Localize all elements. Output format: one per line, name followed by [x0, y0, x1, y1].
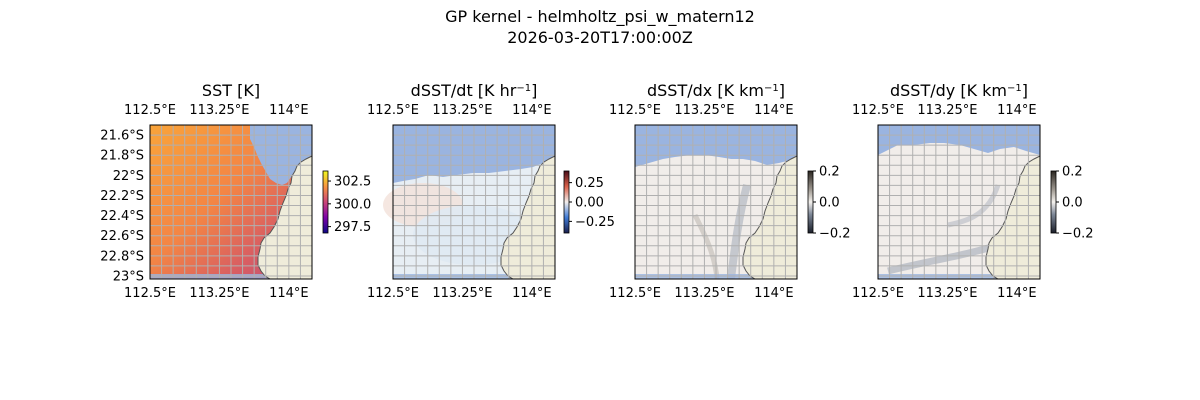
panel-dsst-dx: dSST/dx [K km−1] 112.5°E 113.25°E 114°E 11…	[609, 81, 851, 301]
x-tick-label-bottom: 113.25°E	[189, 286, 249, 301]
panel-title: dSST/dy [K km−1]	[890, 81, 1028, 100]
y-tick-label: 22.4°S	[100, 209, 144, 224]
x-tick-label-bottom: 114°E	[512, 286, 552, 301]
x-tick-label-top: 113.25°E	[674, 103, 734, 118]
panel-dsst-dy: dSST/dy [K km−1] 112.5°E 113.25°E 114°E 11…	[852, 81, 1094, 301]
y-tick-label: 23°S	[113, 269, 144, 284]
colorbar-tick-label: 0.25	[575, 176, 604, 191]
colorbar-tick-label: 0.2	[819, 165, 840, 180]
x-tick-label-top: 112.5°E	[609, 103, 661, 118]
x-tick-label-bottom: 114°E	[997, 286, 1037, 301]
colorbar-tick-label: 302.5	[334, 175, 371, 190]
x-tick-label-bottom: 112.5°E	[609, 286, 661, 301]
x-tick-label-top: 114°E	[512, 103, 552, 118]
x-tick-label-bottom: 112.5°E	[124, 286, 176, 301]
figure-subtitle: 2026-03-20T17:00:00Z	[507, 28, 693, 47]
colorbar-gradient	[563, 170, 570, 234]
panel-title: dSST/dt [K hr−1]	[411, 81, 538, 100]
gradient-front	[727, 183, 751, 280]
y-tick-label: 22.6°S	[100, 229, 144, 244]
colorbar-tick-label: 297.5	[334, 220, 371, 235]
colorbar-dsst-dt: 0.25 0.00 −0.25	[563, 170, 615, 234]
panel-sst: SST [K] 112.5°E 113.25°E 114°E 112.5°E 113.…	[100, 81, 371, 301]
y-tick-label: 21.6°S	[100, 129, 144, 144]
panel-title: SST [K]	[202, 81, 260, 100]
colorbar-gradient	[1050, 170, 1057, 234]
y-tick-label: 21.8°S	[100, 149, 144, 164]
colorbar-gradient	[807, 170, 814, 234]
land-coastline	[257, 155, 313, 280]
axes-frame	[877, 124, 1041, 280]
axes-frame	[634, 124, 798, 280]
axes-frame	[149, 124, 313, 280]
figure-title: GP kernel - helmholtz_psi_w_matern12	[445, 7, 755, 27]
x-tick-label-top: 113.25°E	[189, 103, 249, 118]
panel-title: dSST/dx [K km−1]	[647, 81, 785, 100]
x-tick-label-bottom: 113.25°E	[432, 286, 492, 301]
colorbar-gradient	[322, 170, 329, 234]
x-tick-label-bottom: 113.25°E	[917, 286, 977, 301]
x-tick-label-top: 113.25°E	[917, 103, 977, 118]
x-tick-label-bottom: 114°E	[269, 286, 309, 301]
colorbar-tick-label: 0.0	[1062, 196, 1083, 211]
x-tick-label-top: 114°E	[997, 103, 1037, 118]
panel-dsst-dt: dSST/dt [K hr−1] 112.5°E 113.25°E 114°E 11…	[367, 81, 615, 301]
land-coastline	[500, 155, 556, 280]
x-tick-label-top: 112.5°E	[124, 103, 176, 118]
colorbar-tick-label: 0.2	[1062, 165, 1083, 180]
y-tick-label: 22.2°S	[100, 189, 144, 204]
colorbar-tick-label: −0.2	[819, 227, 851, 242]
x-tick-label-bottom: 113.25°E	[674, 286, 734, 301]
colorbar-tick-label: 0.00	[575, 196, 604, 211]
colorbar-dsst-dx: 0.2 0.0 −0.2	[807, 165, 851, 242]
x-tick-label-bottom: 114°E	[754, 286, 794, 301]
x-tick-label-bottom: 112.5°E	[367, 286, 419, 301]
colorbar-dsst-dy: 0.2 0.0 −0.2	[1050, 165, 1094, 242]
land-coastline	[742, 155, 798, 280]
land-coastline	[985, 155, 1041, 280]
gradient-front	[947, 184, 1001, 228]
colorbar-tick-label: 300.0	[334, 197, 371, 212]
y-tick-label: 22°S	[113, 169, 144, 184]
x-tick-label-top: 114°E	[754, 103, 794, 118]
colorbar-tick-label: 0.0	[819, 196, 840, 211]
colorbar-sst: 302.5 300.0 297.5	[322, 170, 371, 235]
y-tick-label: 22.8°S	[100, 249, 144, 264]
colorbar-tick-label: −0.2	[1062, 227, 1094, 242]
x-tick-label-bottom: 112.5°E	[852, 286, 904, 301]
colorbar-tick-label: −0.25	[575, 215, 615, 230]
x-tick-label-top: 112.5°E	[852, 103, 904, 118]
x-tick-label-top: 112.5°E	[367, 103, 419, 118]
axes-frame	[392, 124, 556, 280]
x-tick-label-top: 113.25°E	[432, 103, 492, 118]
x-tick-label-top: 114°E	[269, 103, 309, 118]
